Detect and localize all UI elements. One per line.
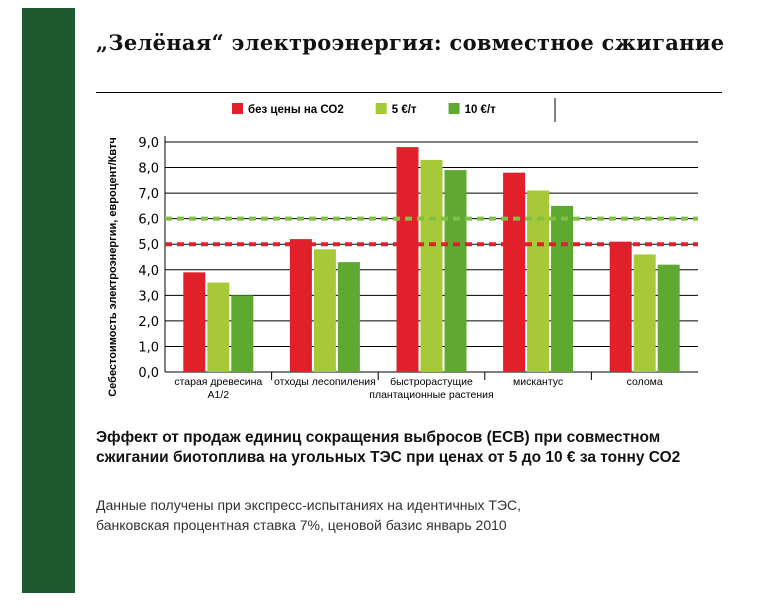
caption-line-1: Эффект от продаж единиц сокращения выбро… (96, 429, 661, 446)
y-tick-label: 4,0 (138, 264, 159, 279)
y-axis-label: Себестоимость электроэнергии, евроцент/К… (107, 137, 119, 397)
y-tick-label: 5,0 (138, 238, 159, 253)
y-tick-label: 7,0 (138, 187, 159, 202)
x-tick-label: старая древесина (174, 376, 262, 388)
legend-label: 5 €/т (392, 104, 417, 116)
y-tick-label: 2,0 (138, 315, 159, 330)
bar (289, 239, 312, 372)
bar (527, 190, 550, 372)
bar (183, 272, 206, 372)
bar (633, 254, 656, 372)
x-tick-label: плантационные растения (369, 389, 493, 401)
y-tick-label: 9,0 (138, 136, 159, 151)
legend-label: без цены на СО2 (248, 104, 344, 116)
legend-swatch (232, 103, 243, 114)
y-tick-label: 0,0 (138, 366, 159, 381)
x-tick-label: мискантус (513, 376, 563, 388)
x-tick-label: быстрорастущие (390, 376, 473, 388)
note-line-2: банковская процентная ставка 7%, ценовой… (96, 517, 507, 533)
x-tick-label: отходы лесопиления (274, 376, 376, 388)
y-tick-label: 8,0 (138, 162, 159, 177)
bar (396, 147, 419, 372)
title-rule (96, 92, 722, 93)
bar (420, 159, 443, 372)
y-tick-label: 6,0 (138, 213, 159, 228)
legend-label: 10 €/т (465, 104, 497, 116)
bar (444, 170, 467, 372)
x-tick-label: А1/2 (207, 389, 229, 401)
bar (231, 295, 254, 372)
y-tick-label: 1,0 (138, 340, 159, 355)
bar (503, 172, 526, 372)
bar-chart: Себестоимость электроэнергии, евроцент/К… (107, 98, 698, 401)
bar (609, 241, 632, 372)
page-title: „Зелёная“ электроэнергия: совместное сжи… (96, 30, 725, 55)
sidebar-band (22, 8, 75, 593)
caption-line-2: сжигании биотоплива на угольных ТЭС при … (96, 449, 681, 466)
bar (207, 282, 230, 372)
chart-caption: Эффект от продаж единиц сокращения выбро… (96, 428, 736, 468)
bar (337, 262, 360, 372)
bar (313, 249, 336, 372)
chart-note: Данные получены при экспресс-испытаниях … (96, 495, 736, 535)
legend-swatch (448, 103, 460, 114)
bar (551, 205, 574, 372)
bar (657, 264, 680, 372)
note-line-1: Данные получены при экспресс-испытаниях … (96, 497, 522, 513)
legend-swatch (375, 103, 387, 114)
y-tick-label: 3,0 (138, 289, 159, 304)
x-tick-label: солома (627, 376, 663, 388)
